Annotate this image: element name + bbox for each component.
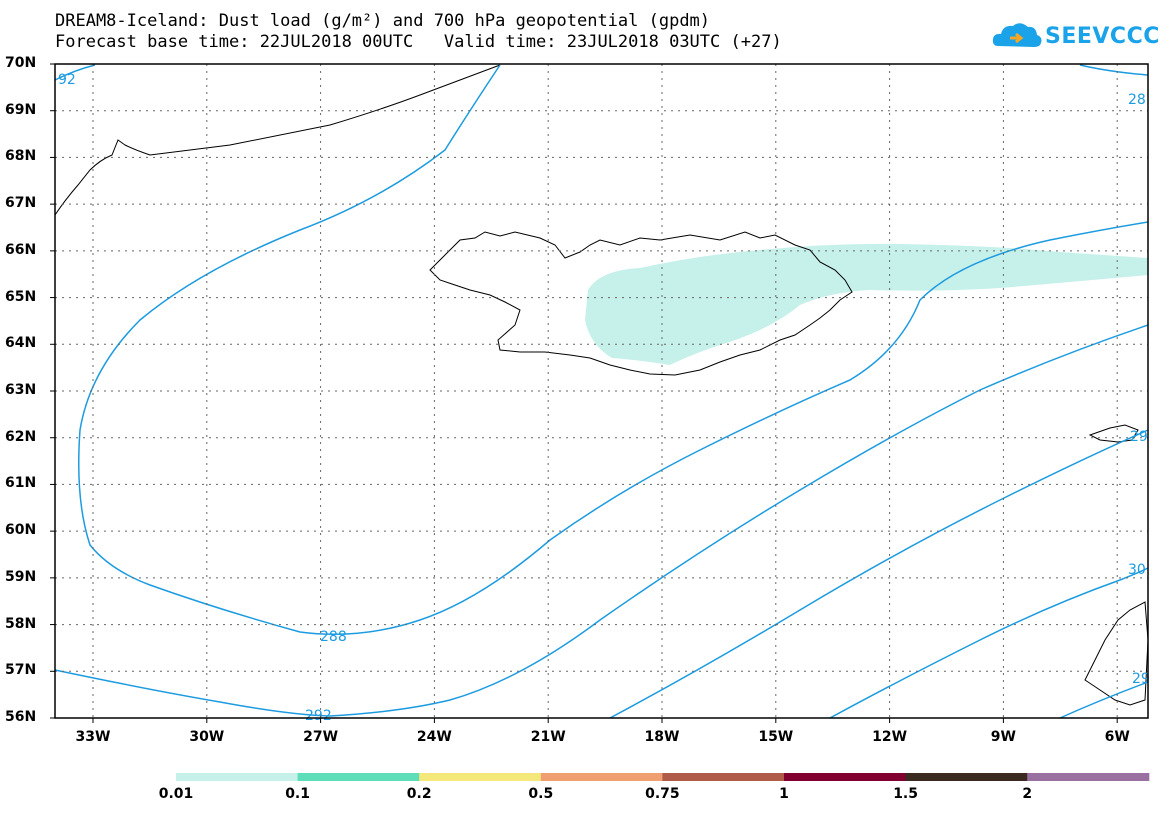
colorbar-swatch	[662, 773, 785, 781]
contour-label: 28	[1128, 92, 1146, 108]
lat-label: 57N	[5, 662, 37, 679]
lon-label: 9W	[990, 729, 1016, 745]
contour-lower-3	[1059, 681, 1149, 719]
colorbar-label: 2	[1022, 786, 1033, 802]
lat-label: 67N	[5, 195, 37, 212]
colorbar-label: 0.75	[645, 786, 680, 802]
lon-label: 30W	[189, 729, 225, 745]
lon-label: 21W	[530, 729, 566, 745]
lon-label: 6W	[1104, 729, 1130, 745]
contour-lower-2	[829, 567, 1149, 719]
contour-288	[78, 64, 1149, 635]
lat-label: 69N	[5, 101, 37, 118]
map-title: DREAM8-Iceland: Dust load (g/m²) and 700…	[55, 11, 711, 31]
lat-label: 62N	[5, 428, 37, 445]
colorbar-swatch	[1027, 773, 1150, 781]
lon-label: 12W	[872, 729, 908, 745]
contour-label: 292	[305, 708, 332, 724]
lat-label: 66N	[5, 241, 37, 258]
colorbar-label: 1.5	[893, 786, 918, 802]
contour-label: 288	[320, 629, 347, 645]
contour-top-right	[1079, 64, 1149, 76]
colorbar-swatch	[176, 773, 299, 781]
colorbar-label: 1	[779, 786, 789, 802]
colorbar-swatch	[540, 773, 663, 781]
lon-label: 15W	[758, 729, 794, 745]
dust-plume	[585, 243, 1148, 365]
lon-label: 33W	[75, 729, 111, 745]
lat-label: 65N	[5, 288, 37, 305]
lat-label: 64N	[5, 335, 37, 352]
contour-label: 30	[1128, 562, 1146, 578]
lat-label: 68N	[5, 148, 37, 165]
map-subtitle: Forecast base time: 22JUL2018 00UTC Vali…	[55, 32, 782, 52]
colorbar-swatch	[419, 773, 542, 781]
contour-lower-1	[609, 429, 1149, 719]
greenland-coast	[54, 64, 501, 216]
lat-label: 60N	[5, 522, 37, 539]
cloud-logo-icon	[992, 23, 1042, 47]
colorbar-label: 0.01	[158, 786, 194, 802]
contour-292	[54, 324, 1149, 717]
contour-label: 92	[58, 72, 76, 88]
logo-text: SEEVCCC	[1045, 24, 1160, 49]
lat-label: 63N	[5, 382, 37, 398]
colorbar-label: 0.5	[528, 786, 554, 802]
iceland-coast	[429, 231, 853, 376]
contour-label: 29	[1130, 429, 1148, 445]
colorbar	[176, 773, 1150, 781]
lat-label: 58N	[5, 615, 37, 632]
colorbar-label: 0.2	[406, 786, 432, 802]
contour-top-left	[54, 64, 96, 81]
lat-label: 61N	[5, 475, 37, 492]
lat-label: 59N	[5, 568, 37, 585]
lat-label: 56N	[5, 709, 37, 725]
lon-label: 27W	[303, 729, 339, 745]
colorbar-swatch	[784, 773, 907, 781]
lat-label: 70N	[5, 55, 37, 71]
colorbar-swatch	[905, 773, 1028, 781]
scotland-coast	[1084, 601, 1149, 706]
contour-label: 29	[1132, 671, 1150, 687]
lon-label: 24W	[416, 729, 452, 745]
lon-label: 18W	[644, 729, 680, 745]
colorbar-label: 0.1	[285, 786, 310, 802]
colorbar-swatch	[297, 773, 420, 781]
